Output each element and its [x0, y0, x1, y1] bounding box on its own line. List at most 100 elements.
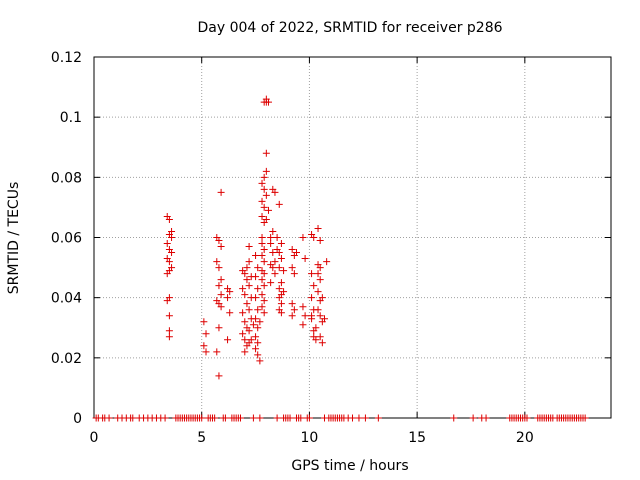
- data-point: [361, 414, 369, 422]
- data-point: [215, 237, 223, 245]
- data-point: [217, 303, 225, 311]
- data-point: [305, 414, 313, 422]
- x-tick-label: 15: [408, 430, 426, 446]
- data-point: [273, 414, 281, 422]
- data-point: [245, 243, 253, 251]
- data-point: [241, 348, 249, 356]
- data-point: [267, 279, 275, 287]
- data-point: [249, 321, 257, 329]
- data-point: [316, 312, 324, 320]
- data-point: [288, 312, 296, 320]
- data-point: [221, 414, 229, 422]
- data-point: [316, 276, 324, 284]
- data-point: [355, 414, 363, 422]
- data-point: [301, 312, 309, 320]
- data-point: [275, 294, 283, 302]
- y-axis-label: SRMTID / TECUs: [6, 182, 22, 295]
- data-point: [299, 321, 307, 329]
- data-point: [241, 318, 249, 326]
- data-point: [275, 264, 283, 272]
- data-point: [258, 240, 266, 248]
- data-point: [288, 246, 296, 254]
- data-point: [267, 234, 275, 241]
- data-point: [273, 234, 281, 241]
- data-point: [260, 258, 268, 266]
- data-point: [258, 212, 266, 220]
- data-point: [269, 264, 277, 272]
- data-point: [252, 333, 260, 341]
- data-point: [264, 206, 272, 214]
- data-point: [290, 306, 298, 314]
- data-point: [258, 252, 266, 260]
- data-point: [581, 414, 589, 422]
- data-point: [275, 200, 283, 208]
- data-point: [258, 291, 266, 299]
- data-point: [239, 330, 247, 338]
- data-point: [277, 255, 285, 263]
- data-point: [260, 309, 268, 317]
- data-point: [202, 330, 210, 338]
- data-point: [168, 249, 176, 257]
- data-point: [267, 240, 275, 248]
- data-point: [252, 294, 260, 302]
- data-point: [314, 288, 322, 296]
- data-point: [323, 258, 331, 266]
- data-point: [349, 414, 356, 422]
- data-point: [215, 324, 223, 332]
- grid-lines: [94, 57, 611, 418]
- data-point: [256, 414, 264, 422]
- data-point: [254, 285, 262, 293]
- data-point: [271, 270, 279, 278]
- data-point: [243, 300, 251, 308]
- data-point: [277, 279, 285, 287]
- data-point: [198, 414, 206, 422]
- data-point: [226, 288, 234, 296]
- data-point: [224, 294, 232, 302]
- y-tick-labels: 0 0.02 0.04 0.06 0.08 0.1 0.12: [51, 50, 82, 427]
- data-point: [217, 276, 225, 284]
- data-point: [256, 318, 264, 326]
- data-point: [523, 414, 531, 422]
- data-point: [252, 273, 260, 281]
- data-point: [213, 258, 221, 266]
- data-point: [275, 285, 283, 293]
- x-tick-label: 5: [197, 430, 206, 446]
- y-tick-label: 0.04: [51, 291, 82, 307]
- data-point: [277, 300, 285, 308]
- data-point: [243, 264, 251, 272]
- data-point: [310, 234, 318, 241]
- data-point: [320, 315, 328, 323]
- data-point: [165, 258, 173, 266]
- data-point: [258, 179, 266, 187]
- data-point: [241, 270, 249, 278]
- data-point: [469, 414, 477, 422]
- data-point: [262, 215, 270, 223]
- data-point: [308, 315, 316, 323]
- x-tick-label: 10: [301, 430, 319, 446]
- data-point: [374, 414, 382, 422]
- data-point: [262, 191, 270, 199]
- data-point: [290, 270, 298, 278]
- data-point: [252, 345, 260, 353]
- data-point: [271, 258, 279, 266]
- data-point: [168, 227, 176, 235]
- data-point: [217, 243, 225, 251]
- data-point: [318, 339, 326, 347]
- data-point: [239, 285, 247, 293]
- data-point: [163, 240, 171, 248]
- data-point: [252, 315, 260, 323]
- data-point: [254, 339, 262, 347]
- data-point: [163, 270, 171, 278]
- y-tick-label: 0.06: [51, 231, 82, 247]
- data-point: [252, 252, 260, 260]
- data-point: [288, 300, 296, 308]
- data-point: [310, 282, 318, 290]
- data-point: [277, 240, 285, 248]
- data-point: [308, 294, 316, 302]
- x-tick-label: 20: [516, 430, 534, 446]
- y-tick-label: 0.08: [51, 170, 82, 186]
- data-point: [226, 309, 234, 317]
- data-point: [165, 327, 173, 335]
- data-point: [165, 215, 173, 223]
- data-point: [254, 306, 262, 314]
